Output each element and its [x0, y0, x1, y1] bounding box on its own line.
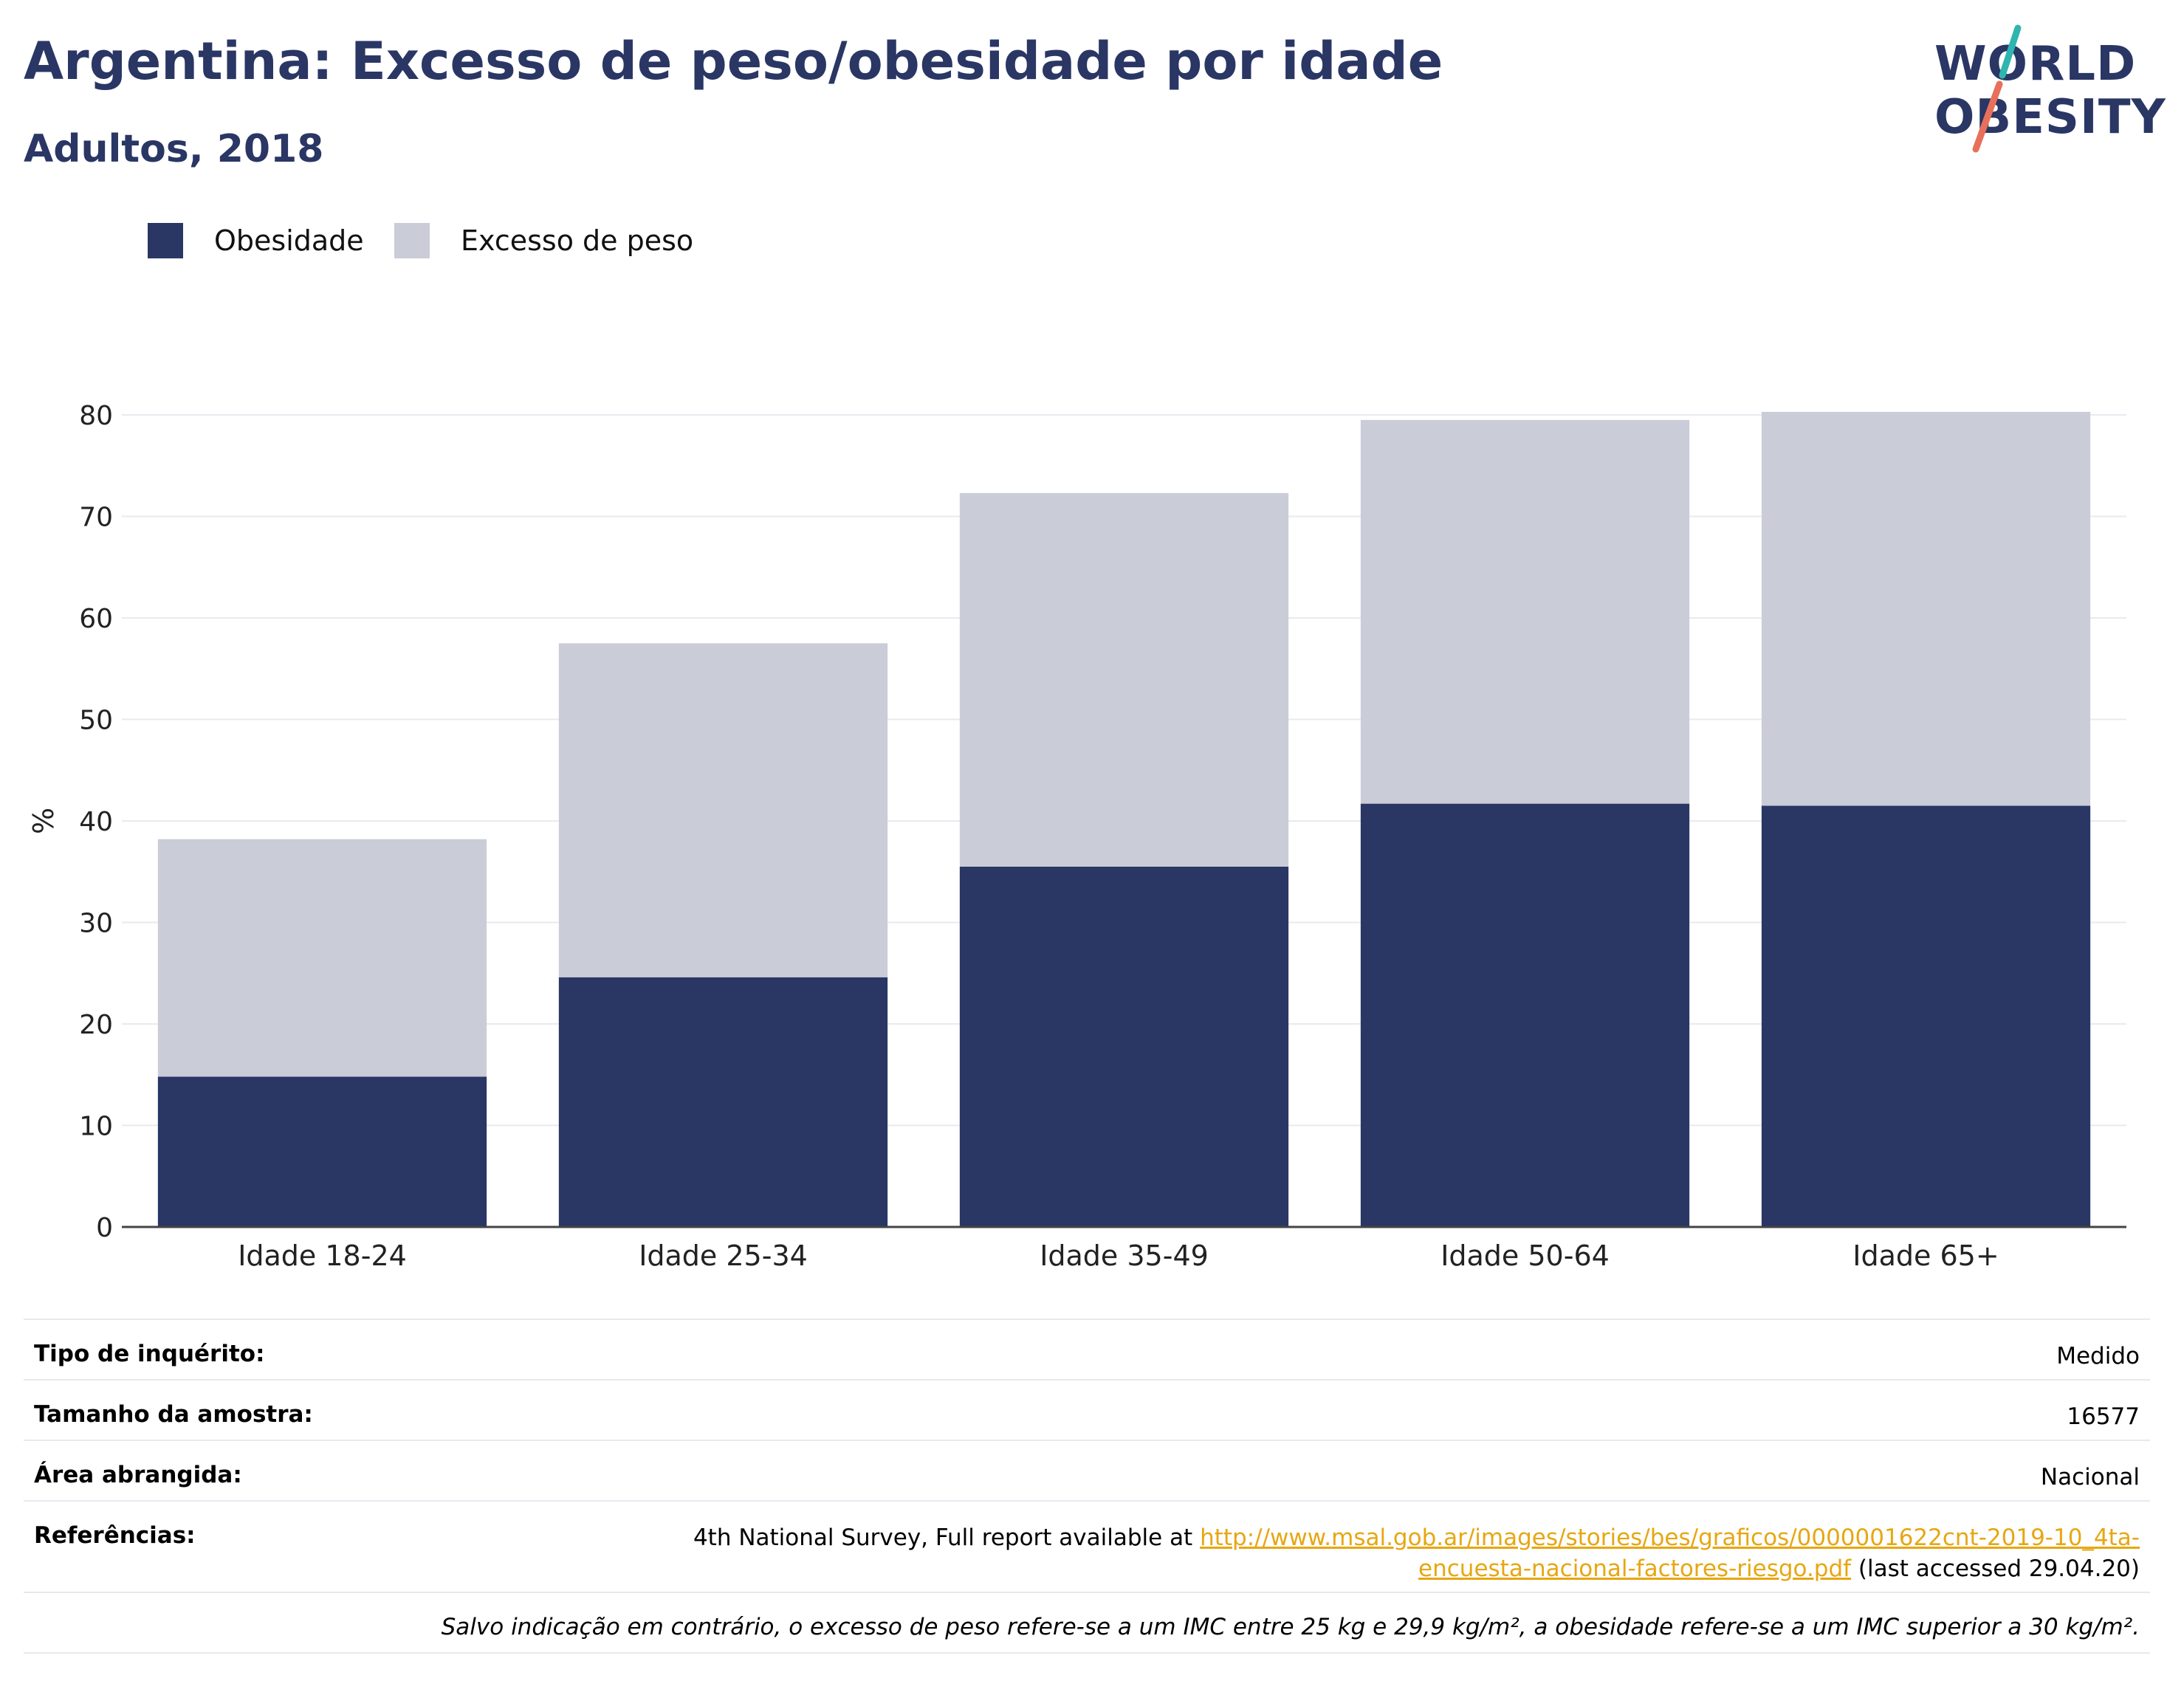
x-tick-label-4: Idade 65+: [1852, 1240, 1999, 1272]
y-tick-label-20: 20: [79, 1010, 113, 1040]
y-tick-label-60: 60: [79, 604, 113, 634]
world-obesity-logo: WORLD OBESITY: [1920, 22, 2166, 155]
area-value: Nacional: [384, 1440, 2150, 1502]
references-suffix: (last accessed 29.04.20): [1851, 1555, 2140, 1582]
y-tick-label-80: 80: [79, 401, 113, 431]
y-tick-label-0: 0: [96, 1213, 113, 1243]
bar-excesso-de-peso-1: [558, 643, 888, 977]
y-tick-label-40: 40: [79, 807, 113, 837]
survey-type-value: Medido: [384, 1318, 2150, 1381]
info-row-area: Área abrangida: Nacional: [24, 1440, 2150, 1502]
bar-obesidade-2: [959, 866, 1289, 1227]
stacked-bar-chart: 0 10 20 30 40 50 60 70 80% Idade 18-24 Idade 25-34…: [27, 401, 2126, 1272]
bar-excesso-de-peso-4: [1761, 411, 2091, 806]
x-tick-label-1: Idade 25-34: [639, 1240, 808, 1272]
info-row-references: Referências: 4th National Survey, Full r…: [24, 1501, 2150, 1593]
bar-obesidade-4: [1761, 805, 2091, 1227]
y-tick-label-30: 30: [79, 909, 113, 939]
y-tick-label-10: 10: [79, 1112, 113, 1142]
legend-label-excesso: Excesso de peso: [461, 224, 694, 257]
y-axis-label: %: [27, 808, 60, 834]
logo-line-2: OBESITY: [1934, 90, 2166, 145]
chart-title: Argentina: Excesso de peso/obesidade por…: [24, 31, 1443, 92]
footnote: Salvo indicação em contrário, o excesso …: [24, 1592, 2150, 1654]
references-value: 4th National Survey, Full report availab…: [384, 1501, 2150, 1593]
references-link-part-2[interactable]: encuesta-nacional-factores-riesgo.pdf: [1418, 1555, 1852, 1582]
x-tick-label-3: Idade 50-64: [1440, 1240, 1610, 1272]
survey-type-label: Tipo de inquérito:: [24, 1318, 385, 1381]
legend-swatch-excesso: [394, 223, 430, 258]
area-label: Área abrangida:: [24, 1440, 385, 1502]
bar-excesso-de-peso-0: [157, 839, 487, 1077]
legend-swatch-obesidade: [148, 223, 183, 258]
survey-info-table: Tipo de inquérito: Medido Tamanho da amo…: [24, 1318, 2150, 1654]
y-tick-label-70: 70: [79, 503, 113, 533]
legend-label-obesidade: Obesidade: [214, 224, 364, 257]
logo-slash-icon: [1972, 24, 2022, 153]
bar-excesso-de-peso-2: [959, 492, 1289, 867]
x-tick-label-0: Idade 18-24: [238, 1240, 407, 1272]
references-prefix: 4th National Survey, Full report availab…: [693, 1524, 1201, 1551]
sample-size-label: Tamanho da amostra:: [24, 1380, 385, 1441]
chart-subtitle: Adultos, 2018: [24, 127, 324, 171]
bar-excesso-de-peso-3: [1360, 419, 1690, 804]
bar-obesidade-1: [558, 977, 888, 1227]
x-tick-label-2: Idade 35-49: [1040, 1240, 1209, 1272]
references-link-part-1[interactable]: http://www.msal.gob.ar/images/stories/be…: [1200, 1524, 2140, 1551]
info-row-footnote: Salvo indicação em contrário, o excesso …: [24, 1592, 2150, 1654]
info-row-survey-type: Tipo de inquérito: Medido: [24, 1318, 2150, 1381]
sample-size-value: 16577: [384, 1380, 2150, 1441]
bar-obesidade-0: [157, 1076, 487, 1227]
y-tick-label-50: 50: [79, 706, 113, 736]
bar-obesidade-3: [1360, 803, 1690, 1227]
info-row-sample-size: Tamanho da amostra: 16577: [24, 1380, 2150, 1441]
logo-line-1: WORLD: [1934, 37, 2137, 92]
references-label: Referências:: [24, 1501, 385, 1593]
